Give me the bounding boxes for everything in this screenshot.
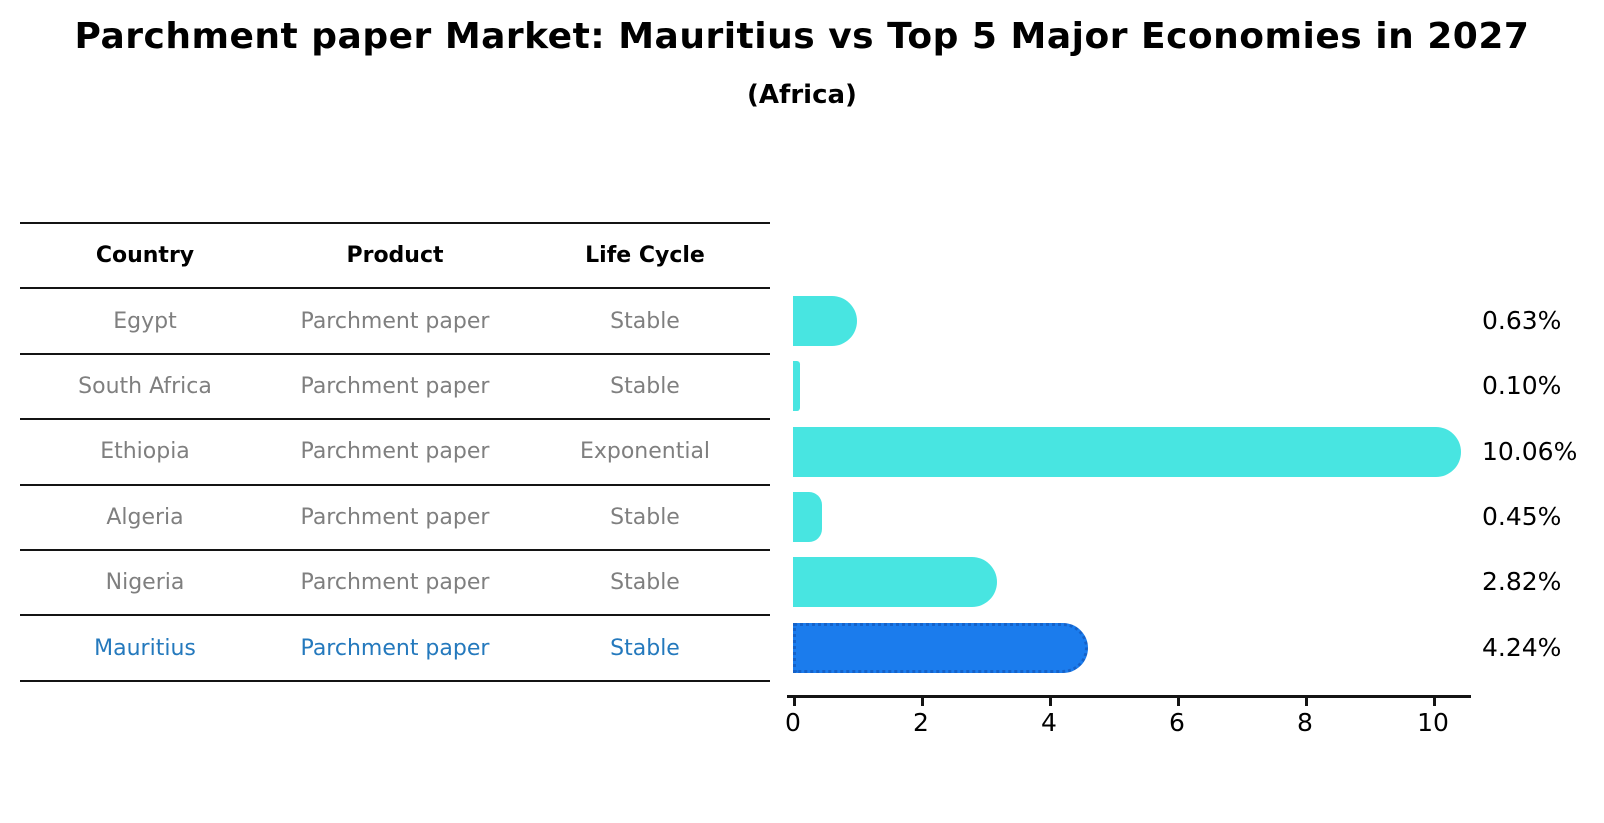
bar [793,491,822,542]
bar [793,557,998,608]
table-cell-country: Algeria [106,504,184,530]
table-cell-country: Mauritius [94,635,196,661]
x-axis-tick-label: 6 [1169,708,1185,737]
table-cell-country: Nigeria [105,570,185,596]
table-cell-product: Parchment paper [300,373,490,399]
table-cell-product: Parchment paper [300,570,490,596]
x-axis-tick [1049,697,1052,706]
x-axis-tick [1433,697,1436,706]
table-cell-product: Parchment paper [300,504,490,530]
x-axis-tick-label: 2 [913,708,929,737]
table-cell-country: Egypt [113,308,177,334]
table-header-cell: Country [95,243,195,269]
x-axis-tick [921,697,924,706]
x-axis-tick-label: 0 [785,708,801,737]
x-axis-tick-label: 8 [1297,708,1313,737]
table-cell-life-cycle: Stable [610,504,680,530]
table-cell-product: Parchment paper [300,635,490,661]
chart-title: Parchment paper Market: Mauritius vs Top… [74,16,1530,57]
table-cell-life-cycle: Exponential [579,439,711,465]
table-cell-country: Ethiopia [100,439,190,465]
table-header-row: Country Product Life Cycle [20,224,770,290]
x-axis-tick-label: 10 [1417,708,1449,737]
bar-value-label: 10.06% [1482,436,1578,466]
table-cell-life-cycle: Stable [610,308,680,334]
bar-value-label: 4.24% [1482,632,1562,662]
table-cell-life-cycle: Stable [610,635,680,661]
table-header-cell: Life Cycle [585,243,705,269]
table-body: Egypt Parchment paper Stable South Africa Pa… [20,289,770,682]
x-axis-tick [793,697,796,706]
table-cell-country: South Africa [78,373,212,399]
table-header-cell: Product [346,243,444,269]
table-cell-product: Parchment paper [300,308,490,334]
table-row: Algeria Parchment paper Stable [20,486,770,551]
bar [793,361,800,412]
table-row: South Africa Parchment paper Stable [20,355,770,421]
bar [793,295,858,346]
table-cell-product: Parchment paper [300,439,490,465]
x-axis-tick [1305,697,1308,706]
bar-value-label: 0.10% [1482,371,1562,401]
table-row: Mauritius Parchment paper Stable [20,616,770,682]
chart-subtitle: (Africa) [747,80,857,110]
x-axis-line [787,695,1471,698]
bar-highlight [793,622,1089,673]
table-cell-life-cycle: Stable [610,373,680,399]
country-table: Country Product Life Cycle Egypt Parchment … [20,222,770,682]
bar-value-label: 2.82% [1482,567,1562,597]
table-row: Egypt Parchment paper Stable [20,289,770,355]
table-cell-life-cycle: Stable [610,570,680,596]
table-row: Ethiopia Parchment paper Exponential [20,420,770,486]
x-axis-tick [1177,697,1180,706]
bar [793,426,1461,477]
bar-value-label: 0.63% [1482,305,1562,335]
table-row: Nigeria Parchment paper Stable [20,551,770,617]
bar-value-label: 0.45% [1482,501,1562,531]
x-axis-tick-label: 4 [1041,708,1057,737]
